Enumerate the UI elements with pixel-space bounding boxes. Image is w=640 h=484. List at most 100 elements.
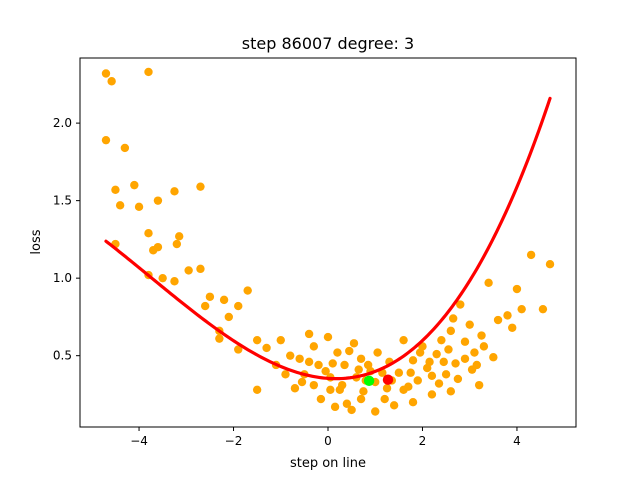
data-point bbox=[427, 371, 437, 381]
data-point bbox=[413, 376, 422, 385]
data-point bbox=[314, 360, 323, 370]
data-point bbox=[328, 359, 337, 368]
data-point bbox=[196, 182, 205, 191]
data-point bbox=[517, 304, 526, 314]
data-point bbox=[290, 384, 300, 393]
data-point bbox=[234, 345, 243, 354]
data-point bbox=[477, 331, 486, 340]
data-point bbox=[205, 292, 215, 301]
data-point bbox=[276, 335, 285, 345]
current-marker bbox=[382, 374, 394, 385]
data-point bbox=[493, 315, 503, 325]
data-point bbox=[243, 286, 252, 295]
data-point bbox=[460, 337, 470, 346]
data-point bbox=[316, 394, 326, 404]
data-point bbox=[373, 348, 382, 357]
data-point bbox=[170, 187, 179, 196]
data-point bbox=[342, 399, 352, 408]
data-point bbox=[347, 405, 356, 415]
data-point bbox=[130, 180, 139, 190]
data-point bbox=[134, 202, 144, 212]
data-point bbox=[330, 402, 340, 412]
data-point bbox=[389, 401, 399, 410]
minimum-marker bbox=[363, 375, 375, 386]
data-point bbox=[448, 314, 458, 323]
data-point bbox=[252, 335, 262, 345]
data-point bbox=[215, 334, 224, 343]
data-point bbox=[371, 407, 380, 416]
x-axis-label: step on line bbox=[290, 456, 366, 471]
data-point bbox=[345, 346, 354, 356]
plot-area bbox=[101, 67, 555, 416]
x-tick-label: 2 bbox=[419, 434, 427, 448]
data-point bbox=[158, 273, 167, 283]
data-point bbox=[538, 304, 548, 314]
data-point bbox=[382, 384, 392, 393]
data-point bbox=[326, 385, 335, 394]
data-point bbox=[545, 260, 555, 269]
data-point bbox=[111, 185, 120, 194]
data-point bbox=[508, 323, 517, 332]
data-point bbox=[399, 335, 408, 345]
data-point bbox=[356, 354, 366, 363]
data-point bbox=[297, 377, 307, 387]
data-point bbox=[406, 368, 415, 377]
data-point bbox=[394, 368, 404, 377]
data-point bbox=[252, 385, 262, 394]
data-point bbox=[286, 351, 295, 360]
y-tick-label: 1.0 bbox=[53, 271, 72, 285]
data-point bbox=[359, 387, 368, 396]
data-point bbox=[446, 387, 456, 396]
data-point bbox=[184, 266, 193, 275]
data-point bbox=[281, 370, 290, 379]
data-point bbox=[144, 67, 153, 77]
data-point bbox=[408, 356, 418, 365]
data-point bbox=[153, 242, 163, 252]
data-point bbox=[472, 360, 481, 370]
data-point bbox=[446, 326, 456, 336]
data-point bbox=[415, 348, 425, 357]
data-point bbox=[115, 201, 125, 210]
data-point bbox=[172, 239, 182, 249]
data-point bbox=[408, 397, 418, 407]
data-point bbox=[337, 380, 347, 390]
data-point bbox=[456, 300, 465, 309]
data-point bbox=[309, 342, 319, 351]
data-point bbox=[512, 284, 522, 294]
data-point bbox=[453, 374, 463, 384]
data-point bbox=[354, 365, 363, 374]
data-point bbox=[349, 339, 359, 348]
data-point bbox=[489, 353, 498, 362]
data-point bbox=[437, 335, 446, 345]
data-point bbox=[101, 135, 111, 145]
data-point bbox=[432, 349, 441, 359]
data-point bbox=[144, 228, 153, 238]
data-point bbox=[425, 357, 434, 367]
data-point bbox=[120, 143, 130, 153]
y-axis-label: loss bbox=[29, 229, 44, 254]
data-point bbox=[479, 342, 489, 351]
data-point bbox=[380, 394, 389, 404]
data-point bbox=[234, 301, 243, 311]
fit-curve bbox=[104, 96, 552, 381]
y-tick-label: 2.0 bbox=[53, 116, 72, 130]
data-point bbox=[309, 380, 319, 390]
y-tick-label: 1.5 bbox=[53, 194, 72, 208]
data-point bbox=[484, 278, 493, 288]
data-point bbox=[224, 312, 233, 322]
data-point bbox=[295, 354, 304, 363]
data-point bbox=[304, 357, 314, 367]
data-point bbox=[503, 311, 512, 320]
data-point bbox=[465, 320, 474, 329]
axes: −4 −2 0 2 4 0.5 1.0 1.5 2.0 bbox=[53, 116, 521, 448]
data-point bbox=[427, 390, 437, 399]
y-tick-label: 0.5 bbox=[53, 349, 72, 363]
data-point bbox=[526, 250, 536, 260]
data-point bbox=[451, 359, 460, 368]
data-point bbox=[262, 343, 271, 353]
data-point bbox=[434, 379, 444, 388]
data-point bbox=[439, 357, 448, 367]
data-point bbox=[470, 348, 479, 357]
